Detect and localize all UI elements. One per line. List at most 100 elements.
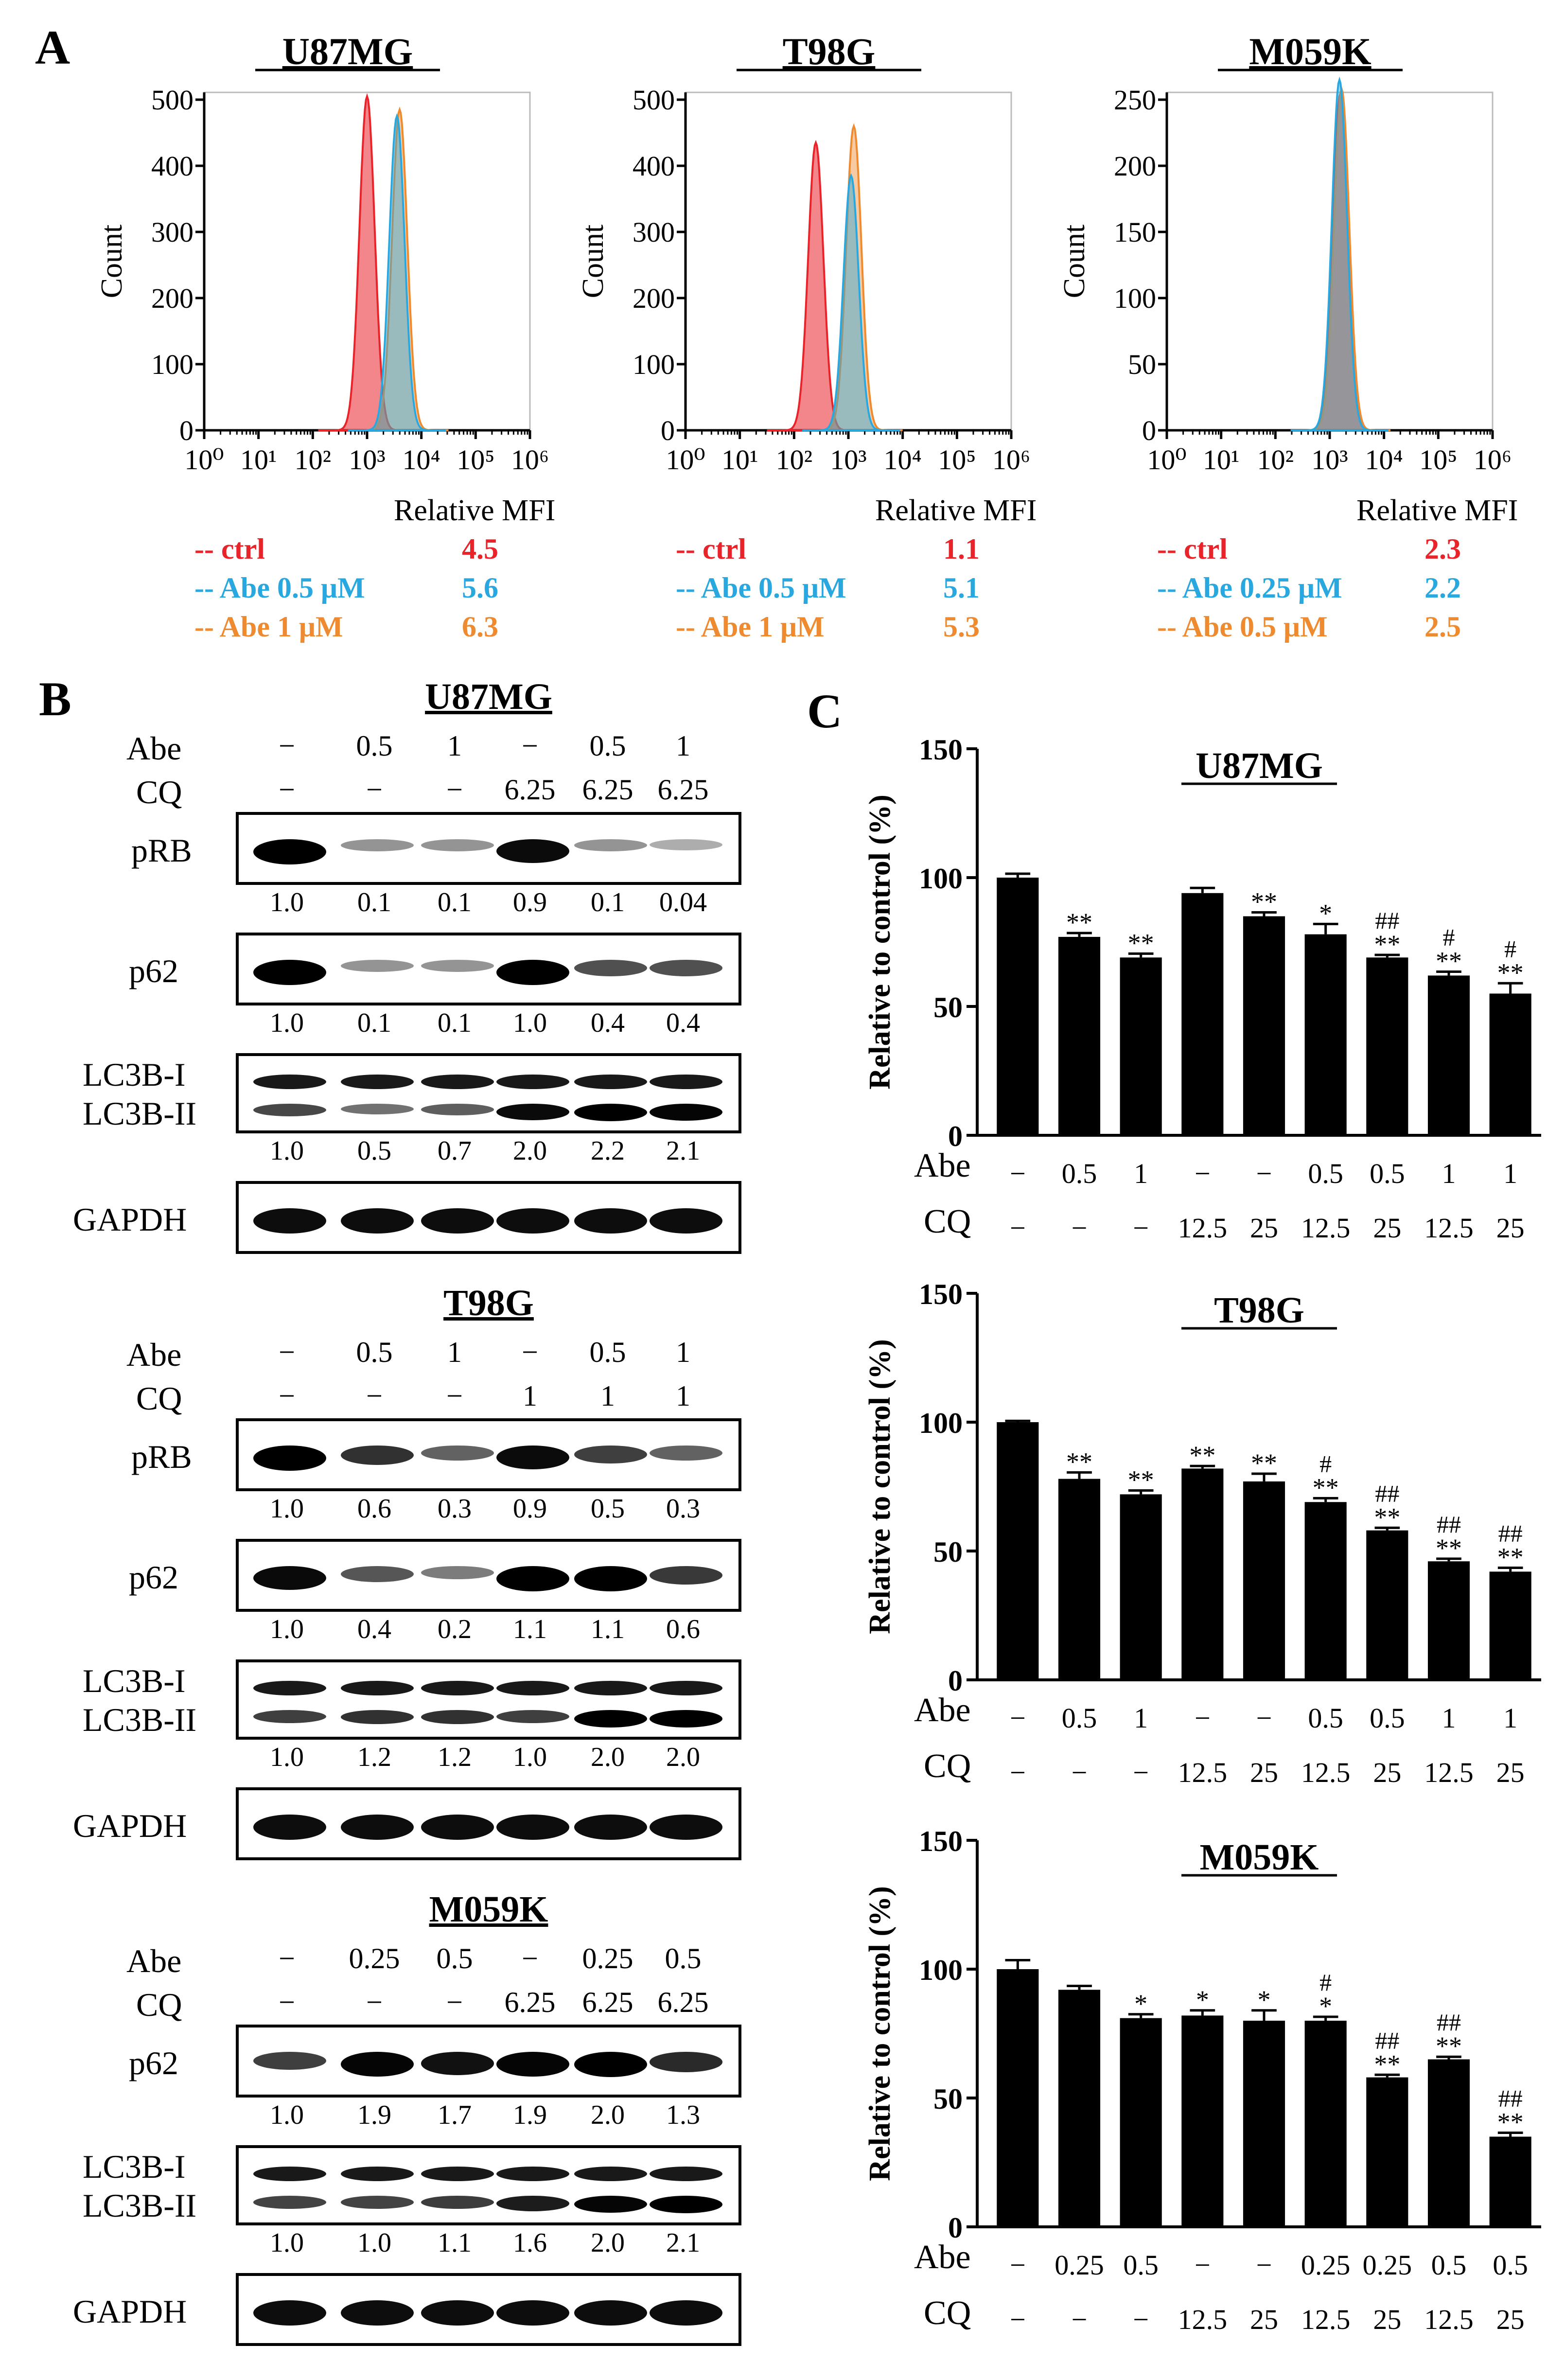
band: [421, 1208, 494, 1234]
band: [253, 1566, 326, 1590]
blot-title-M059K: M059K: [429, 1889, 548, 1930]
blot-label: GAPDH: [73, 1807, 187, 1844]
cq-dose: 6.25: [657, 774, 709, 806]
abe-dose: 0.5: [589, 730, 626, 762]
blot-LC3B-I: [236, 2145, 741, 2225]
abe-row-label: Abe: [126, 1336, 182, 1373]
band: [496, 1446, 569, 1469]
abe-dose: 1: [1442, 1702, 1456, 1734]
band: [421, 2167, 494, 2181]
cq-dose: −: [366, 1380, 383, 1412]
blot-label: GAPDH: [73, 2293, 187, 2330]
band: [650, 1681, 722, 1695]
abe-dose: −: [1256, 1702, 1272, 1734]
blot-pRB: [236, 1418, 741, 1491]
band: [253, 1075, 326, 1089]
cq-dose: 1: [600, 1380, 615, 1412]
band: [341, 2167, 414, 2181]
abe-dose: 0.5: [1431, 2249, 1467, 2281]
legend-value: 4.5: [462, 533, 498, 565]
y-axis-label: Count: [577, 225, 610, 299]
cq-dose: 25: [1496, 1212, 1525, 1244]
abe-dose: −: [1195, 1702, 1211, 1734]
cq-dose: 6.25: [582, 1986, 633, 2018]
band-quant: 1.1: [513, 1614, 547, 1644]
bar: [1243, 916, 1285, 1135]
significance-star: *: [1319, 899, 1332, 928]
y-tick-label: 100: [919, 1407, 963, 1439]
band-quant: 2.1: [666, 1136, 700, 1166]
band: [341, 839, 414, 851]
y-tick-label: 50: [1128, 349, 1156, 380]
band: [650, 839, 722, 851]
abe-row-label: Abe: [914, 2239, 971, 2276]
abe-dose: −: [522, 730, 538, 762]
band-quant: 1.7: [438, 2100, 472, 2130]
cq-dose: −: [279, 1380, 295, 1412]
abe-dose: 0.25: [1055, 2249, 1104, 2281]
cq-dose: 12.5: [1301, 2304, 1351, 2335]
x-tick-label: 10¹: [721, 444, 758, 476]
abe-dose: −: [1256, 1158, 1272, 1189]
y-tick-label: 0: [948, 1665, 963, 1697]
band: [421, 1681, 494, 1695]
abe-dose: 0.5: [436, 1942, 473, 1975]
band: [496, 1104, 569, 1121]
band-quant: 1.0: [270, 1614, 304, 1644]
bar: [1427, 1561, 1470, 1680]
x-tick-label: 10¹: [1203, 444, 1239, 476]
significance-hash: #: [1319, 1450, 1332, 1477]
legend-value: 5.1: [943, 572, 980, 604]
abe-dose: 0.5: [356, 730, 393, 762]
abe-dose: 0.5: [1493, 2249, 1528, 2281]
bar: [1120, 1494, 1162, 1680]
cq-dose: 12.5: [1301, 1212, 1351, 1244]
significance-star: **: [1436, 2031, 1462, 2061]
band-quant: 1.0: [513, 1008, 547, 1038]
cq-dose: −: [1010, 1757, 1026, 1788]
band: [496, 1681, 569, 1695]
band-quant: 2.0: [513, 1136, 547, 1166]
band-quant: 0.1: [357, 1008, 391, 1038]
band-quant: 0.7: [438, 1136, 472, 1166]
band-quant: 2.0: [591, 1742, 625, 1772]
bar: [1489, 993, 1531, 1135]
abe-dose: −: [279, 1942, 295, 1975]
bar: [1058, 1990, 1101, 2227]
significance-star: **: [1374, 2049, 1400, 2079]
blot-label: p62: [129, 2045, 178, 2081]
abe-dose: 0.5: [1308, 1702, 1343, 1734]
abe-dose: 0.5: [665, 1942, 702, 1975]
band-quant: 2.0: [591, 2100, 625, 2130]
cq-dose: 1: [676, 1380, 690, 1412]
blot-label: pRB: [131, 832, 192, 869]
y-tick-label: 150: [919, 1825, 963, 1857]
band: [421, 1075, 494, 1089]
band: [341, 1710, 414, 1724]
abe-dose: −: [1010, 1702, 1026, 1734]
band: [496, 839, 569, 863]
x-tick-label: 10²: [776, 444, 812, 476]
band: [341, 1208, 414, 1234]
band-quant: 0.5: [357, 1136, 391, 1166]
band-quant: 2.0: [666, 1742, 700, 1772]
y-tick-label: 150: [919, 1278, 963, 1310]
x-tick-label: 10¹: [240, 444, 277, 476]
significance-star: *: [1319, 1992, 1332, 2021]
panel-letter-a: A: [35, 20, 70, 74]
x-tick-label: 10⁵: [938, 444, 976, 476]
chart-title: M059K: [1249, 30, 1372, 72]
blot-p62: [236, 1539, 741, 1612]
band-quant: 2.2: [591, 1136, 625, 1166]
cq-dose: 25: [1496, 1757, 1525, 1788]
cq-dose: −: [1072, 2304, 1088, 2335]
bar: [997, 878, 1039, 1135]
band-quant: 0.3: [438, 1494, 472, 1524]
band: [574, 1104, 647, 1121]
band: [574, 1710, 647, 1728]
significance-star: **: [1066, 908, 1092, 937]
abe-dose: 1: [1134, 1702, 1148, 1734]
band: [496, 960, 569, 985]
cq-dose: −: [446, 774, 463, 806]
histogram-U87MG: U87MG Count 0 100 200 300 400 500 10⁰ 10¹ 10² 10³ 10…: [95, 30, 549, 476]
